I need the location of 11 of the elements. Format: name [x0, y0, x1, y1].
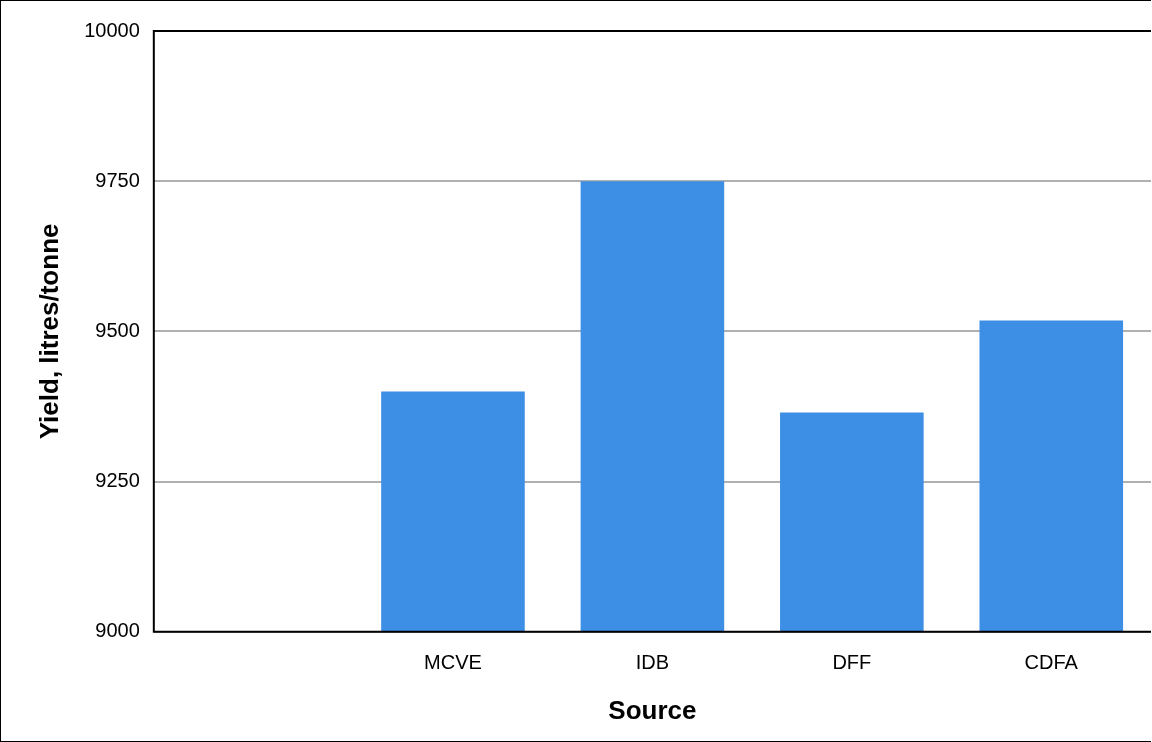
- x-tick-label: DFF: [832, 651, 872, 674]
- x-tick-label: CDFA: [1024, 651, 1079, 674]
- y-tick-label: 9750: [95, 168, 140, 191]
- y-tick-label: 10000: [84, 18, 140, 41]
- x-tick-label: IDB: [635, 651, 670, 674]
- x-axis-title: Source: [608, 694, 697, 725]
- y-axis-title: Yield, litres/tonne: [33, 223, 64, 440]
- y-tick-label: 9000: [95, 619, 140, 642]
- x-tick-label: MCVE: [424, 651, 482, 674]
- y-tick-label: 9250: [95, 469, 140, 492]
- y-tick-label: 9500: [95, 318, 140, 341]
